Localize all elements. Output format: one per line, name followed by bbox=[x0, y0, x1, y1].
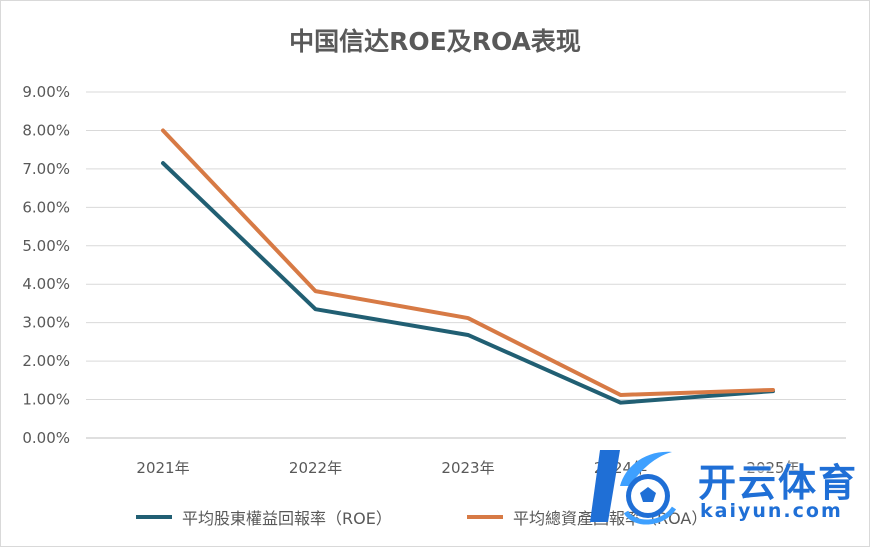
y-tick-label: 1.00% bbox=[22, 391, 70, 409]
watermark-subtitle: kaiyun.com bbox=[700, 500, 843, 522]
y-tick-label: 6.00% bbox=[22, 198, 70, 216]
x-tick-label: 2023年 bbox=[441, 459, 494, 477]
legend-item-roe: 平均股東權益回報率（ROE） bbox=[136, 505, 392, 529]
series-line-roa bbox=[161, 128, 775, 397]
x-tick-label: 2021年 bbox=[136, 459, 189, 477]
legend-swatch-roa bbox=[467, 515, 503, 519]
y-tick-label: 4.00% bbox=[22, 275, 70, 293]
kaiyun-logo-icon bbox=[590, 450, 677, 525]
y-tick-label: 8.00% bbox=[22, 121, 70, 139]
y-tick-label: 9.00% bbox=[22, 83, 70, 101]
legend-label-roe: 平均股東權益回報率（ROE） bbox=[182, 509, 392, 528]
y-tick-label: 5.00% bbox=[22, 237, 70, 255]
legend-swatch-roe bbox=[136, 515, 172, 519]
watermark-title: 开云体育 bbox=[698, 461, 859, 505]
watermark: 开云体育 kaiyun.com bbox=[586, 440, 866, 530]
x-tick-label: 2022年 bbox=[289, 459, 342, 477]
y-tick-label: 7.00% bbox=[22, 160, 70, 178]
y-tick-label: 0.00% bbox=[22, 429, 70, 447]
x-tick-label: 2025年 bbox=[746, 459, 799, 477]
chart-title: 中国信达ROE及ROA表现 bbox=[289, 27, 581, 56]
y-tick-label: 3.00% bbox=[22, 314, 70, 332]
y-tick-label: 2.00% bbox=[22, 352, 70, 370]
series-line-roe bbox=[161, 161, 775, 405]
